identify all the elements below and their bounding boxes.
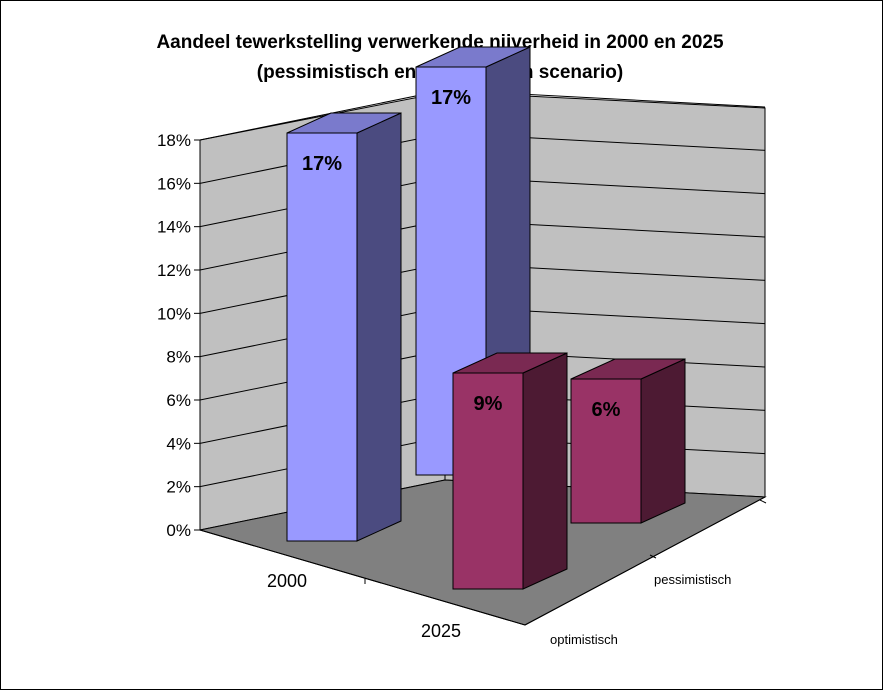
bar-optimistisch-2025: 9% [452, 352, 568, 590]
data-label: 17% [302, 153, 342, 175]
bar-front [452, 372, 524, 590]
bar-front [286, 132, 358, 542]
y-tick-label: 18% [157, 131, 191, 150]
chart-title: Aandeel tewerkstelling verwerkende nijve… [156, 32, 724, 53]
y-tick-label: 10% [157, 304, 191, 323]
y-axis: 0% 2% 4% 6% 8% 10% 12% 14% 16% 18% [157, 131, 201, 540]
y-tick-label: 0% [166, 521, 191, 540]
depth-axis-line [524, 496, 766, 626]
x-axis-line [199, 529, 526, 626]
depth-tick [759, 499, 767, 504]
x-tick-label: 2025 [421, 621, 461, 641]
bar-optimistisch-2000: 17% [286, 112, 402, 542]
data-label: 9% [474, 393, 503, 415]
bars: 17% 6% 17% 9% [286, 46, 686, 590]
y-tick-label: 12% [157, 261, 191, 280]
bar-side [640, 358, 686, 524]
bar-side [522, 352, 568, 590]
y-tick-label: 8% [166, 348, 191, 367]
depth-axis: optimistisch pessimistisch [524, 496, 767, 647]
series-label: pessimistisch [654, 572, 731, 587]
x-axis: 2000 2025 [199, 529, 526, 641]
y-tick-label: 6% [166, 391, 191, 410]
bar-side [356, 112, 402, 542]
depth-tick [649, 554, 657, 559]
x-tick-label: 2000 [267, 571, 307, 591]
data-label: 6% [592, 399, 621, 421]
y-tick-label: 4% [166, 434, 191, 453]
bar-pessimistisch-2025: 6% [570, 358, 686, 524]
series-label: optimistisch [550, 632, 618, 647]
y-tick-label: 16% [157, 174, 191, 193]
y-tick-label: 14% [157, 218, 191, 237]
y-tick-label: 2% [166, 478, 191, 497]
data-label: 17% [431, 87, 471, 109]
bar-front [570, 378, 642, 524]
